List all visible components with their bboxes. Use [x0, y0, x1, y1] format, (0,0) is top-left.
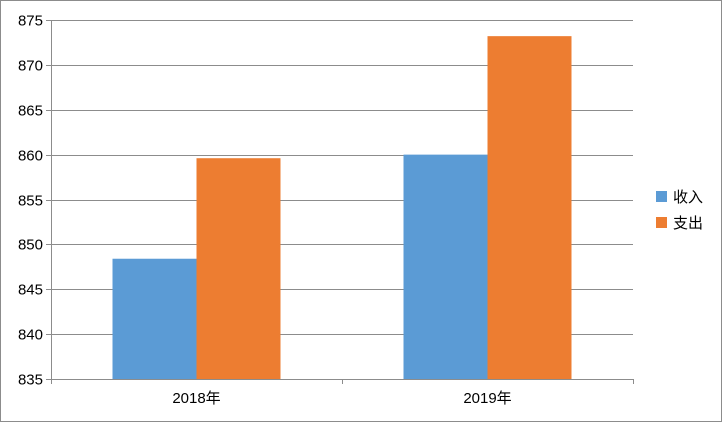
bars: [112, 36, 572, 379]
legend-swatch: [656, 191, 667, 202]
y-tick-label: 835: [18, 372, 43, 389]
x-tick-labels: 2018年 2019年: [172, 390, 511, 407]
legend-swatch: [656, 217, 667, 228]
y-tick-label: 860: [18, 148, 43, 165]
bar-expense-1: [487, 36, 572, 379]
axes: [46, 20, 634, 384]
y-tick-label: 840: [18, 327, 43, 344]
y-tick-label: 870: [18, 58, 43, 75]
y-tick-label: 875: [18, 13, 43, 30]
y-tick-label: 855: [18, 193, 43, 210]
bar-expense-0: [196, 158, 281, 379]
bar-income-0: [112, 258, 197, 379]
bar-income-1: [403, 154, 488, 379]
y-tick-label: 865: [18, 103, 43, 120]
x-tick-label: 2019年: [463, 390, 511, 407]
y-tick-label: 845: [18, 282, 43, 299]
x-tick-label: 2018年: [172, 390, 220, 407]
legend-label: 支出: [673, 214, 703, 232]
legend-label: 收入: [673, 188, 703, 206]
y-tick-labels: 835 840 845 850 855 860 865 870 875: [18, 13, 43, 389]
y-tick-label: 850: [18, 237, 43, 254]
